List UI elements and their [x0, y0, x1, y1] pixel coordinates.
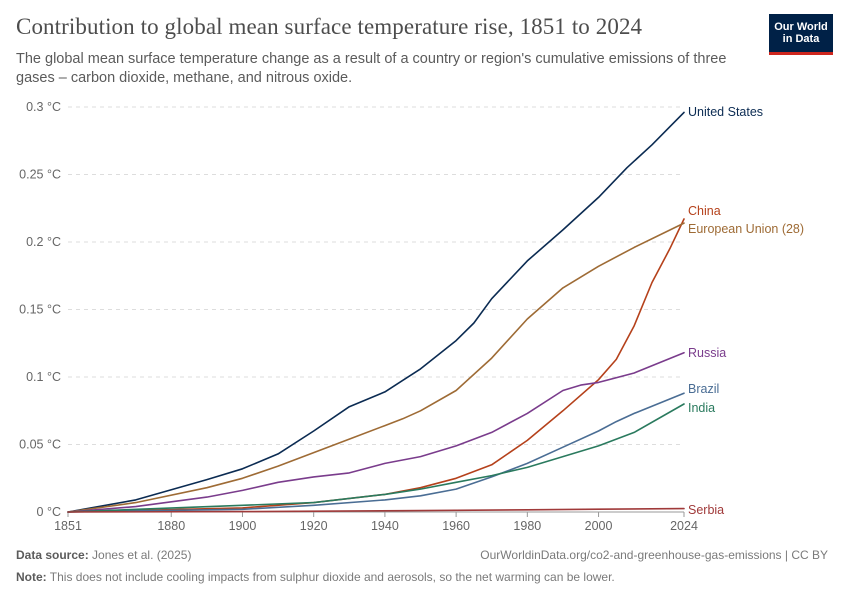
y-tick-label: 0.15 °C: [19, 303, 61, 317]
grid-lines: [68, 106, 684, 513]
x-axis-ticks: 1851 1880 1900 1920 1940 1960 1980 2000 2024: [54, 512, 698, 533]
x-tick-label: 1900: [229, 519, 257, 533]
y-axis-ticks: 0 °C 0.05 °C 0.1 °C 0.15 °C 0.2 °C 0.25 °C 0.3…: [19, 100, 61, 519]
source-url[interactable]: OurWorldinData.org/co2-and-greenhouse-ga…: [480, 548, 828, 562]
y-tick-label: 0.2 °C: [26, 235, 61, 249]
series-label-united-states: United States: [688, 105, 763, 119]
x-tick-label: 1940: [371, 519, 399, 533]
chart-note: Note: This does not include cooling impa…: [16, 570, 615, 584]
note-text: This does not include cooling impacts fr…: [49, 570, 615, 584]
series-label-russia: Russia: [688, 346, 726, 360]
chart-subtitle: The global mean surface temperature chan…: [16, 51, 727, 86]
series-line-china: [67, 218, 685, 513]
logo-line-1: Our World: [774, 21, 828, 33]
x-tick-label: 1851: [54, 519, 82, 533]
chart-title: Contribution to global mean surface temp…: [16, 14, 643, 39]
data-source-label: Data source:: [16, 548, 89, 562]
series-line-european-union-28: [67, 222, 685, 513]
series-line-brazil: [67, 392, 685, 513]
data-source-link[interactable]: Jones et al. (2025): [92, 548, 192, 562]
x-tick-label: 1920: [300, 519, 328, 533]
series-label-india: India: [688, 401, 715, 415]
series-lines: [67, 111, 685, 513]
y-tick-label: 0.25 °C: [19, 168, 61, 182]
y-tick-label: 0.3 °C: [26, 100, 61, 114]
line-chart: 0 °C 0.05 °C 0.1 °C 0.15 °C 0.2 °C 0.25 °C 0.3…: [19, 100, 804, 533]
series-label-china: China: [688, 204, 721, 218]
x-tick-label: 1960: [442, 519, 470, 533]
series-line-india: [67, 403, 685, 513]
series-label-european-union-28: European Union (28): [688, 222, 804, 236]
note-label: Note:: [16, 570, 47, 584]
series-line-serbia: [67, 507, 685, 513]
logo-line-2: in Data: [782, 33, 820, 45]
x-tick-label: 1980: [513, 519, 541, 533]
x-tick-label: 1880: [157, 519, 185, 533]
series-line-united-states: [67, 111, 685, 513]
series-label-serbia: Serbia: [688, 503, 724, 517]
x-tick-label: 2024: [670, 519, 698, 533]
y-tick-label: 0.1 °C: [26, 370, 61, 384]
data-source: Data source: Jones et al. (2025): [16, 548, 191, 562]
y-tick-label: 0 °C: [37, 505, 61, 519]
series-label-brazil: Brazil: [688, 382, 719, 396]
owid-logo[interactable]: Our World in Data: [769, 14, 833, 55]
y-tick-label: 0.05 °C: [19, 438, 61, 452]
x-tick-label: 2000: [585, 519, 613, 533]
series-line-russia: [67, 351, 685, 513]
series-labels: United States China European Union (28) Rus…: [688, 105, 804, 517]
